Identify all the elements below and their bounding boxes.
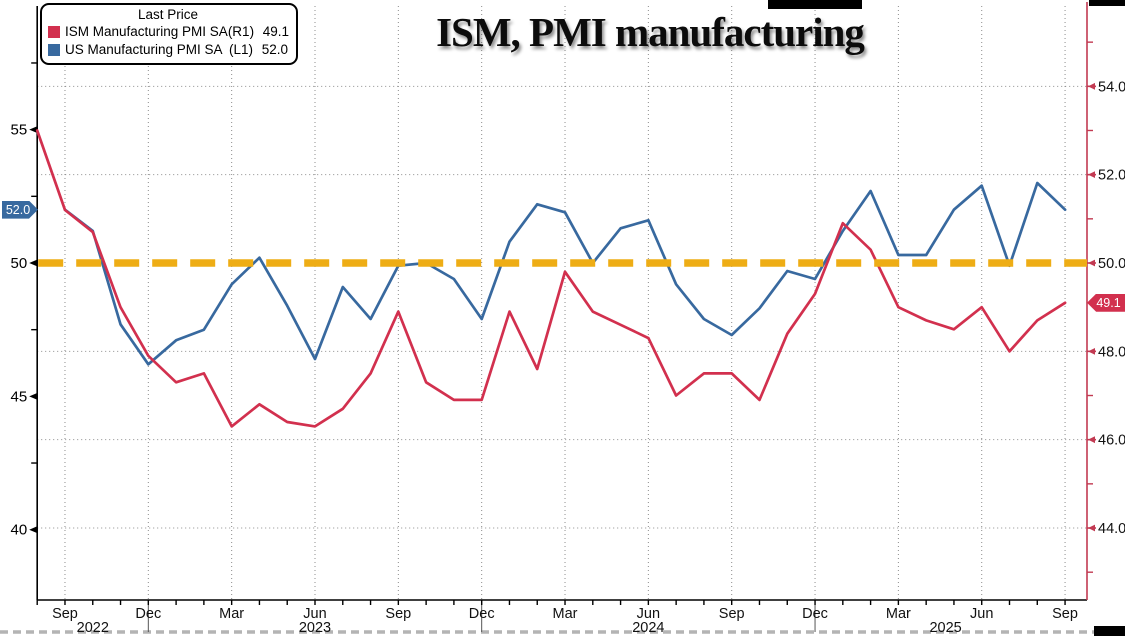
legend-item-axis-tag: (L1) <box>228 42 253 57</box>
svg-text:Sep: Sep <box>719 606 745 622</box>
ism-series-line <box>35 129 1067 428</box>
top-right-black-bar <box>1089 0 1125 6</box>
svg-text:2025: 2025 <box>929 620 961 636</box>
gridlines <box>37 6 1087 600</box>
chart-title: ISM, PMI manufacturing <box>436 9 865 55</box>
legend-item-label: US Manufacturing PMI SA <box>65 42 223 57</box>
left-y-axis: 55 50 45 40 <box>11 6 39 600</box>
svg-text:2023: 2023 <box>299 620 331 636</box>
legend-item-axis-tag: (R1) <box>227 24 255 39</box>
reference-line-50 <box>38 259 1087 270</box>
top-black-bar <box>768 0 862 9</box>
svg-text:Jun: Jun <box>303 606 326 622</box>
us-pmi-series-line <box>63 181 1067 366</box>
svg-text:2022: 2022 <box>77 620 109 636</box>
svg-text:54.0: 54.0 <box>1098 79 1125 95</box>
svg-text:Dec: Dec <box>469 606 495 622</box>
last-price-badge-us-pmi: 52.0 <box>2 200 38 219</box>
svg-text:Mar: Mar <box>219 606 244 622</box>
svg-text:Dec: Dec <box>802 606 828 622</box>
svg-text:2024: 2024 <box>632 620 664 636</box>
legend-item-value: 49.1 <box>262 24 290 39</box>
svg-text:45: 45 <box>11 388 28 405</box>
right-y-axis: 54.0 52.0 50.0 48.0 46.0 44.0 <box>1086 2 1125 600</box>
svg-text:46.0: 46.0 <box>1098 433 1125 449</box>
svg-text:Sep: Sep <box>1052 606 1078 622</box>
legend-item-ism[interactable]: ISM Manufacturing PMI SA (R1) 49.1 <box>48 23 290 41</box>
legend-item-label: ISM Manufacturing PMI SA <box>65 24 228 39</box>
ism-series-swatch-icon <box>48 26 60 38</box>
us-pmi-series-swatch-icon <box>48 44 60 56</box>
bottom-right-black-bar <box>1094 626 1125 636</box>
svg-text:55: 55 <box>11 122 28 139</box>
svg-text:44.0: 44.0 <box>1098 521 1125 537</box>
svg-text:Sep: Sep <box>52 606 78 622</box>
legend-title: Last Price <box>137 7 199 22</box>
last-price-badge-ism: 49.1 <box>1087 293 1125 312</box>
svg-text:50.0: 50.0 <box>1098 256 1125 272</box>
x-axis: Sep Dec Mar Jun Sep Dec Mar Jun Sep Dec Mar Jun Sep2… <box>36 599 1087 636</box>
svg-text:50: 50 <box>11 255 28 272</box>
legend-box: Last Price ISM Manufacturing PMI SA (R1)… <box>40 3 298 65</box>
svg-text:Jun: Jun <box>637 606 660 622</box>
svg-text:Jun: Jun <box>970 606 993 622</box>
svg-text:Mar: Mar <box>553 606 578 622</box>
svg-text:40: 40 <box>11 522 28 539</box>
svg-text:Dec: Dec <box>135 606 161 622</box>
legend-item-value: 52.0 <box>261 42 288 57</box>
svg-text:52.0: 52.0 <box>1098 168 1125 184</box>
svg-text:Sep: Sep <box>385 606 411 622</box>
svg-text:Mar: Mar <box>886 606 911 622</box>
svg-text:48.0: 48.0 <box>1098 344 1125 360</box>
year-separators <box>147 600 816 632</box>
legend-item-us-pmi[interactable]: US Manufacturing PMI SA (L1) 52.0 <box>48 41 288 59</box>
